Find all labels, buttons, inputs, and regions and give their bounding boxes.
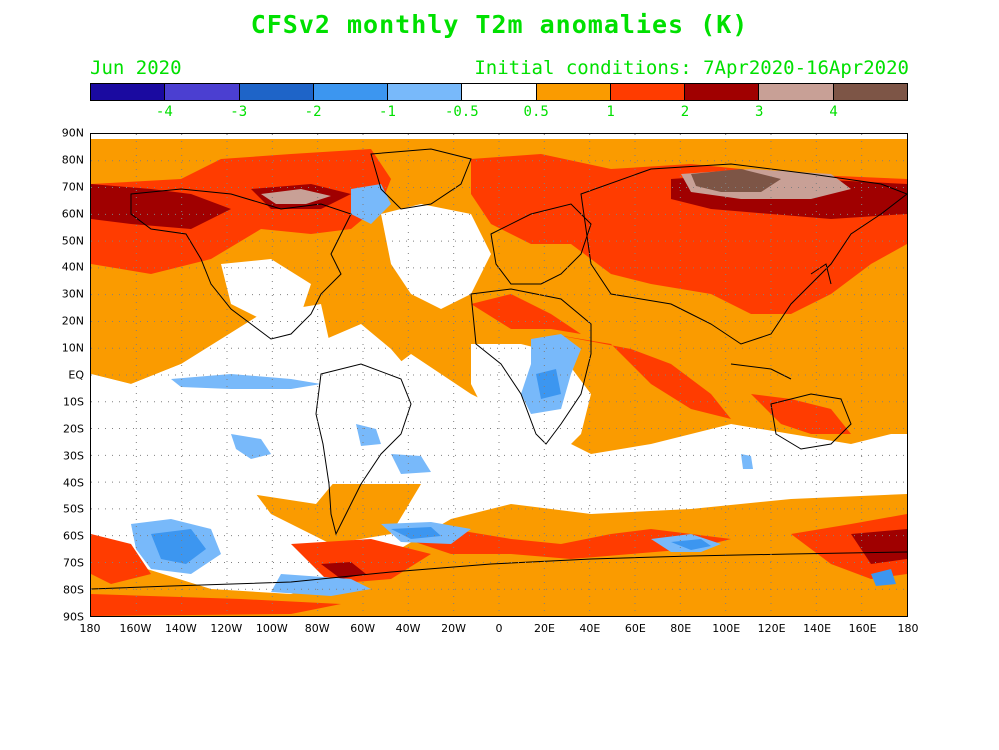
latitude-label: 70N: [61, 180, 84, 194]
latitude-label: 80S: [63, 583, 84, 597]
valid-month-label: Jun 2020: [90, 57, 182, 79]
latitude-label: 60N: [61, 207, 84, 221]
colorbar-swatch: [610, 84, 686, 100]
latitude-label: 80N: [61, 153, 84, 167]
colorbar-swatch: [833, 84, 907, 100]
longitude-label: 60W: [350, 622, 376, 635]
longitude-label: 140W: [164, 622, 197, 635]
colorbar-swatch: [685, 84, 760, 100]
latitude-label: 40N: [61, 260, 84, 274]
longitude-label: 80W: [304, 622, 330, 635]
colorbar-tick-label: -1: [379, 104, 396, 120]
chart-title: CFSv2 monthly T2m anomalies (K): [250, 10, 749, 39]
colorbar-swatch: [759, 84, 834, 100]
colorbar-tick-label: -0.5: [444, 104, 479, 120]
longitude-label: 40W: [395, 622, 421, 635]
colorbar-tick-label: 1: [606, 104, 615, 120]
colorbar-swatch: [313, 84, 389, 100]
longitude-label: 120W: [210, 622, 243, 635]
longitude-label: 100W: [255, 622, 288, 635]
latitude-label: EQ: [68, 368, 84, 382]
colorbar-tick-label: 4: [829, 104, 838, 120]
latitude-label: 40S: [63, 476, 84, 490]
latitude-label: 20S: [63, 422, 84, 436]
colorbar-swatch: [536, 84, 611, 100]
colorbar-swatch: [239, 84, 314, 100]
initial-conditions-label: Initial conditions: 7Apr2020-16Apr2020: [474, 57, 909, 79]
latitude-label: 90S: [63, 610, 84, 624]
longitude-label: 20E: [533, 622, 555, 635]
colorbar-tick-label: -4: [155, 104, 173, 120]
longitude-label: 160W: [119, 622, 152, 635]
latitude-label: 30S: [63, 449, 84, 463]
latitude-label: 10S: [63, 395, 84, 409]
latitude-label: 50S: [63, 502, 84, 516]
colorbar-tick-label: -2: [304, 104, 322, 120]
longitude-label: 100E: [712, 622, 741, 635]
latitude-label: 10N: [61, 341, 84, 355]
colorbar-tick-label: -3: [230, 104, 248, 120]
longitude-label: 20W: [441, 622, 466, 635]
coastlines: [91, 148, 907, 590]
longitude-label: 0: [495, 622, 503, 635]
longitude-label: 180: [79, 622, 101, 635]
longitude-label: 140E: [803, 622, 832, 635]
longitude-label: 160E: [848, 622, 877, 635]
longitude-label: 60E: [624, 622, 646, 635]
longitude-label: 120E: [757, 622, 786, 635]
colorbar-swatch: [388, 84, 463, 100]
latitude-label: 20N: [61, 314, 84, 328]
colorbar-swatch: [165, 84, 240, 100]
colorbar-tick-label: 3: [755, 104, 764, 120]
latitude-label: 30N: [61, 287, 84, 301]
longitude-label: 40E: [579, 622, 601, 635]
latitude-label: 90N: [61, 126, 84, 140]
colorbar-tick-label: 2: [680, 104, 690, 120]
map-svg: [91, 134, 907, 616]
anomaly-map: [90, 133, 908, 617]
anomaly-fields: [91, 139, 907, 616]
colorbar-swatch: [462, 84, 537, 100]
colorbar: [90, 83, 908, 101]
latitude-label: 50N: [61, 234, 84, 248]
longitude-label: 180: [897, 622, 919, 635]
latitude-label: 60S: [63, 529, 84, 543]
latitude-label: 70S: [63, 556, 84, 570]
colorbar-tick-label: 0.5: [523, 104, 549, 120]
colorbar-swatch: [91, 84, 166, 100]
longitude-label: 80E: [670, 622, 692, 635]
graticule: [91, 134, 907, 616]
